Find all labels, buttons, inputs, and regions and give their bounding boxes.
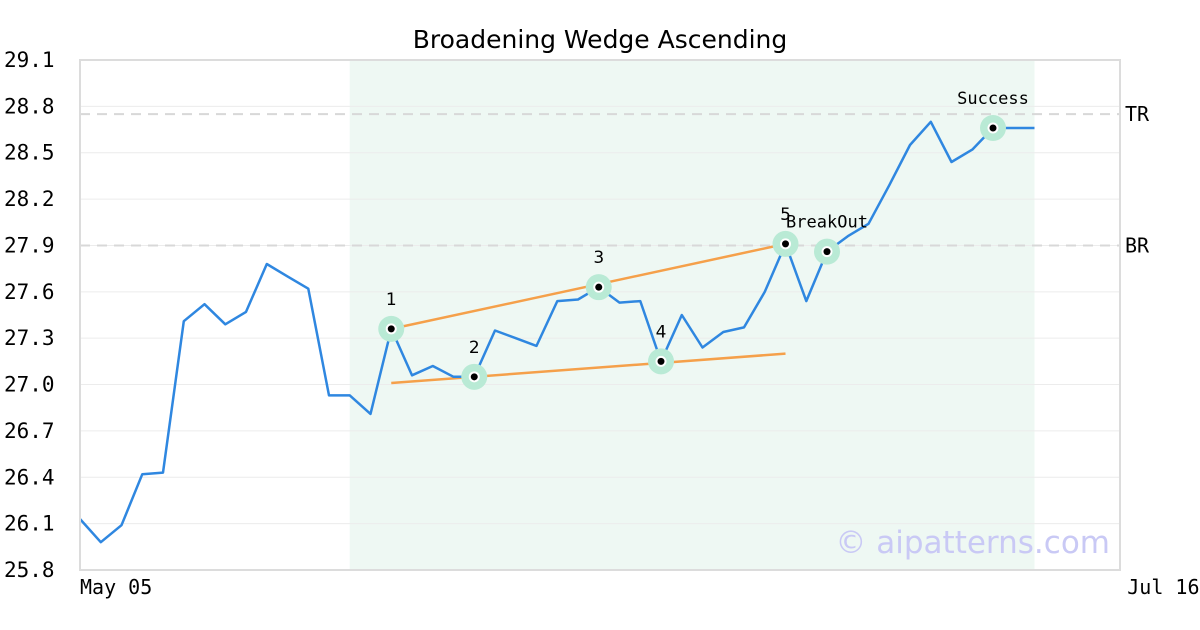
pattern-point-label: 1 — [386, 290, 397, 310]
y-tick-label: 26.1 — [4, 512, 55, 536]
annotation-label: BreakOut — [786, 213, 868, 233]
reference-line-label: BR — [1125, 233, 1150, 257]
y-tick-label: 28.8 — [4, 94, 55, 118]
y-tick-label: 28.2 — [4, 187, 55, 211]
x-tick-label: May 05 — [80, 575, 152, 599]
pattern-point-label: 2 — [469, 338, 480, 358]
pattern-markers — [378, 115, 1006, 390]
pattern-point-dot — [595, 283, 603, 291]
price-line — [79, 120, 1035, 544]
pattern-point-label: 3 — [593, 248, 604, 268]
chart-title: Broadening Wedge Ascending — [413, 25, 788, 54]
x-tick-label: Jul 16 — [1127, 575, 1199, 599]
y-tick-label: 29.1 — [4, 48, 55, 72]
y-tick-label: 27.3 — [4, 326, 55, 350]
trend-line — [391, 352, 786, 385]
pattern-point-dot — [823, 248, 831, 256]
y-axis-ticks: 29.1 28.8 28.5 28.2 27.9 27.6 27.3 27.0 26.7 26.4… — [4, 48, 55, 582]
pattern-point-dot — [387, 325, 395, 333]
y-tick-label: 26.7 — [4, 419, 55, 443]
pattern-region — [349, 60, 1035, 570]
pattern-point-dot — [470, 373, 478, 381]
pattern-point-dot — [782, 240, 789, 248]
grid-lines — [80, 105, 1120, 525]
plot-frame — [79, 59, 1121, 571]
plot-background — [349, 60, 1035, 570]
y-tick-label: 26.4 — [4, 465, 55, 489]
y-tick-label: 27.9 — [4, 233, 55, 257]
pattern-point-dot — [657, 357, 665, 365]
y-tick-label: 28.5 — [4, 141, 55, 165]
pattern-point-label: 4 — [656, 322, 667, 342]
y-tick-label: 27.0 — [4, 373, 55, 397]
reference-line-label: TR — [1125, 102, 1150, 126]
annotation-label: Success — [957, 89, 1029, 109]
watermark: © aipatterns.com — [835, 525, 1110, 561]
y-tick-label: 25.8 — [4, 558, 55, 582]
x-axis-ticks: May 05 Jul 16 — [80, 575, 1200, 599]
pattern-point-dot — [989, 124, 997, 132]
y-tick-label: 27.6 — [4, 280, 55, 304]
price-series — [79, 120, 1035, 544]
pattern-point-label: 5 — [780, 205, 791, 225]
reference-lines: TR BR — [80, 102, 1150, 257]
